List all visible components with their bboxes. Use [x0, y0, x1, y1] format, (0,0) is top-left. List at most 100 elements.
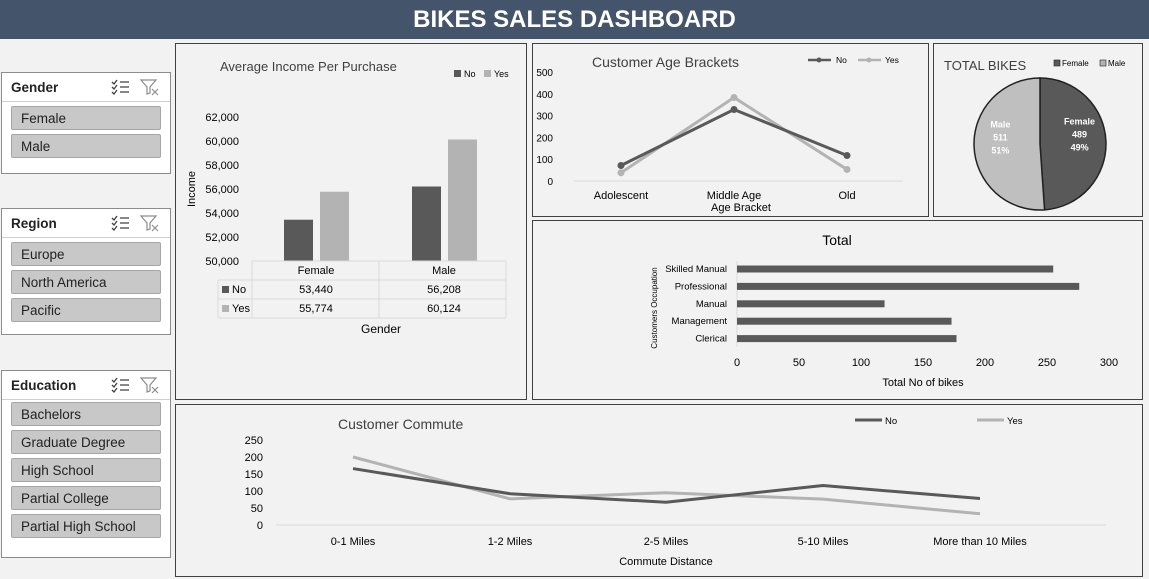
x-tick-label: Old	[838, 190, 855, 202]
y-tick-label: Professional	[675, 281, 727, 292]
legend-label-yes: Yes	[885, 55, 899, 65]
x-axis-label: Gender	[361, 322, 401, 336]
chart-title: Average Income Per Purchase	[220, 59, 397, 74]
multi-select-icon[interactable]	[110, 214, 130, 232]
region-slicer: Region Europe North America Pacific	[1, 208, 171, 335]
commute-chart-panel: Customer Commute No Yes 0 50 100 150 200 250 0-1 …	[175, 404, 1143, 577]
y-axis-label: Customers Occupation	[650, 267, 659, 348]
x-tick-label: 0	[734, 357, 740, 369]
y-tick-label: Clerical	[695, 334, 727, 345]
legend-label-male: Male	[1108, 59, 1126, 68]
y-tick-label: 400	[536, 90, 553, 101]
y-tick-label: 58,000	[205, 160, 239, 172]
income-chart-panel: Average Income Per Purchase No Yes 50,000 52…	[175, 43, 527, 400]
legend-swatch-no	[454, 70, 461, 77]
legend-swatch-male	[1099, 59, 1107, 67]
pie-label-pct: 49%	[1071, 143, 1089, 153]
slicer-item-bachelors[interactable]: Bachelors	[11, 402, 161, 426]
x-axis-label: Total No of bikes	[882, 377, 964, 389]
x-tick-label: 0-1 Miles	[331, 536, 376, 548]
series-line-no	[352, 467, 981, 504]
occupation-chart-panel: Total Skilled Manual Professional Manual Man…	[532, 220, 1143, 400]
chart-title: TOTAL BIKES	[944, 58, 1026, 73]
y-tick-label: 150	[245, 469, 263, 481]
y-tick-label: 0	[547, 177, 553, 188]
x-tick-label: 150	[914, 357, 932, 369]
occupation-chart: Total Skilled Manual Professional Manual Man…	[650, 232, 1118, 389]
slicer-item-europe[interactable]: Europe	[11, 242, 161, 266]
bar-clerical	[737, 335, 957, 343]
x-tick-label: 300	[1100, 357, 1118, 369]
y-tick-label: 56,000	[205, 184, 239, 196]
slicer-title: Education	[11, 378, 77, 393]
slicer-item-male[interactable]: Male	[11, 134, 161, 158]
y-tick-label: 100	[245, 486, 263, 498]
x-tick-label: 5-10 Miles	[798, 536, 849, 548]
slicer-item-graduate-degree[interactable]: Graduate Degree	[11, 430, 161, 454]
clear-filter-icon[interactable]	[140, 376, 160, 394]
data-point-yes	[730, 94, 738, 102]
slicer-title: Gender	[11, 80, 59, 95]
y-axis-label: Income	[186, 171, 198, 207]
slicer-item-north-america[interactable]: North America	[11, 270, 161, 294]
y-tick-label: 52,000	[205, 232, 239, 244]
x-tick-label: Middle Age	[707, 190, 761, 202]
y-tick-label: 0	[257, 520, 263, 532]
y-tick-label: 100	[536, 155, 553, 166]
clear-filter-icon[interactable]	[140, 214, 160, 232]
slicer-item-high-school[interactable]: High School	[11, 458, 161, 482]
slicer-item-pacific[interactable]: Pacific	[11, 298, 161, 322]
data-point-no	[617, 162, 625, 170]
y-tick-label: Manual	[696, 299, 727, 310]
chart-title: Customer Age Brackets	[592, 54, 739, 70]
clear-filter-icon[interactable]	[140, 78, 160, 96]
x-tick-label: More than 10 Miles	[933, 536, 1027, 548]
total-bikes-chart: TOTAL BIKES Female Male Female 489 49% Male 511…	[944, 58, 1126, 211]
age-chart-panel: Customer Age Brackets No Yes 0 100 200 300 400 5…	[532, 43, 929, 217]
commute-chart: Customer Commute No Yes 0 50 100 150 200 250 0-1 …	[245, 416, 1106, 568]
bar-professional	[737, 282, 1080, 290]
slicer-item-partial-high-school[interactable]: Partial High School	[11, 514, 161, 538]
pie-label-value: 489	[1072, 130, 1087, 140]
legend-swatch-female	[1053, 59, 1061, 67]
legend-label-female: Female	[1062, 59, 1089, 68]
legend-label-no: No	[836, 55, 847, 65]
table-row-label: Yes	[232, 303, 250, 315]
table-row-label: No	[232, 284, 246, 296]
gender-slicer: Gender Female Male	[1, 72, 171, 174]
legend-label-no: No	[464, 69, 476, 79]
y-tick-label: 62,000	[205, 112, 239, 124]
age-chart: Customer Age Brackets No Yes 0 100 200 300 400 5…	[536, 54, 903, 214]
bar-no-female	[284, 219, 313, 261]
x-tick-label: 50	[793, 357, 805, 369]
bar-yes-male	[448, 139, 477, 261]
table-swatch-yes	[222, 305, 229, 312]
chart-title: Total	[822, 232, 852, 248]
pie-label-name: Male	[990, 119, 1010, 129]
bar-management	[737, 317, 952, 325]
table-swatch-no	[222, 286, 229, 293]
y-tick-label: 50,000	[205, 256, 239, 268]
data-point-no	[843, 151, 851, 159]
legend-label-yes: Yes	[1007, 416, 1023, 427]
data-point-yes	[617, 169, 625, 177]
y-tick-label: 50	[251, 503, 263, 515]
y-tick-label: 500	[536, 68, 553, 79]
legend-label-yes: Yes	[494, 69, 509, 79]
y-tick-label: Management	[672, 316, 728, 327]
multi-select-icon[interactable]	[110, 376, 130, 394]
y-tick-label: 54,000	[205, 208, 239, 220]
slicer-item-partial-college[interactable]: Partial College	[11, 486, 161, 510]
chart-title: Customer Commute	[338, 416, 463, 432]
slicer-header: Education	[2, 371, 170, 400]
table-cell: 60,124	[427, 303, 461, 315]
slicer-title: Region	[11, 216, 57, 231]
y-tick-label: 300	[536, 112, 553, 123]
x-tick-label: 100	[852, 357, 870, 369]
slicer-item-female[interactable]: Female	[11, 106, 161, 130]
multi-select-icon[interactable]	[110, 78, 130, 96]
x-tick-label: 2-5 Miles	[644, 536, 689, 548]
series-line-no	[620, 107, 848, 167]
y-tick-label: 250	[245, 435, 263, 447]
total-bikes-panel: TOTAL BIKES Female Male Female 489 49% Male 511…	[933, 43, 1143, 217]
